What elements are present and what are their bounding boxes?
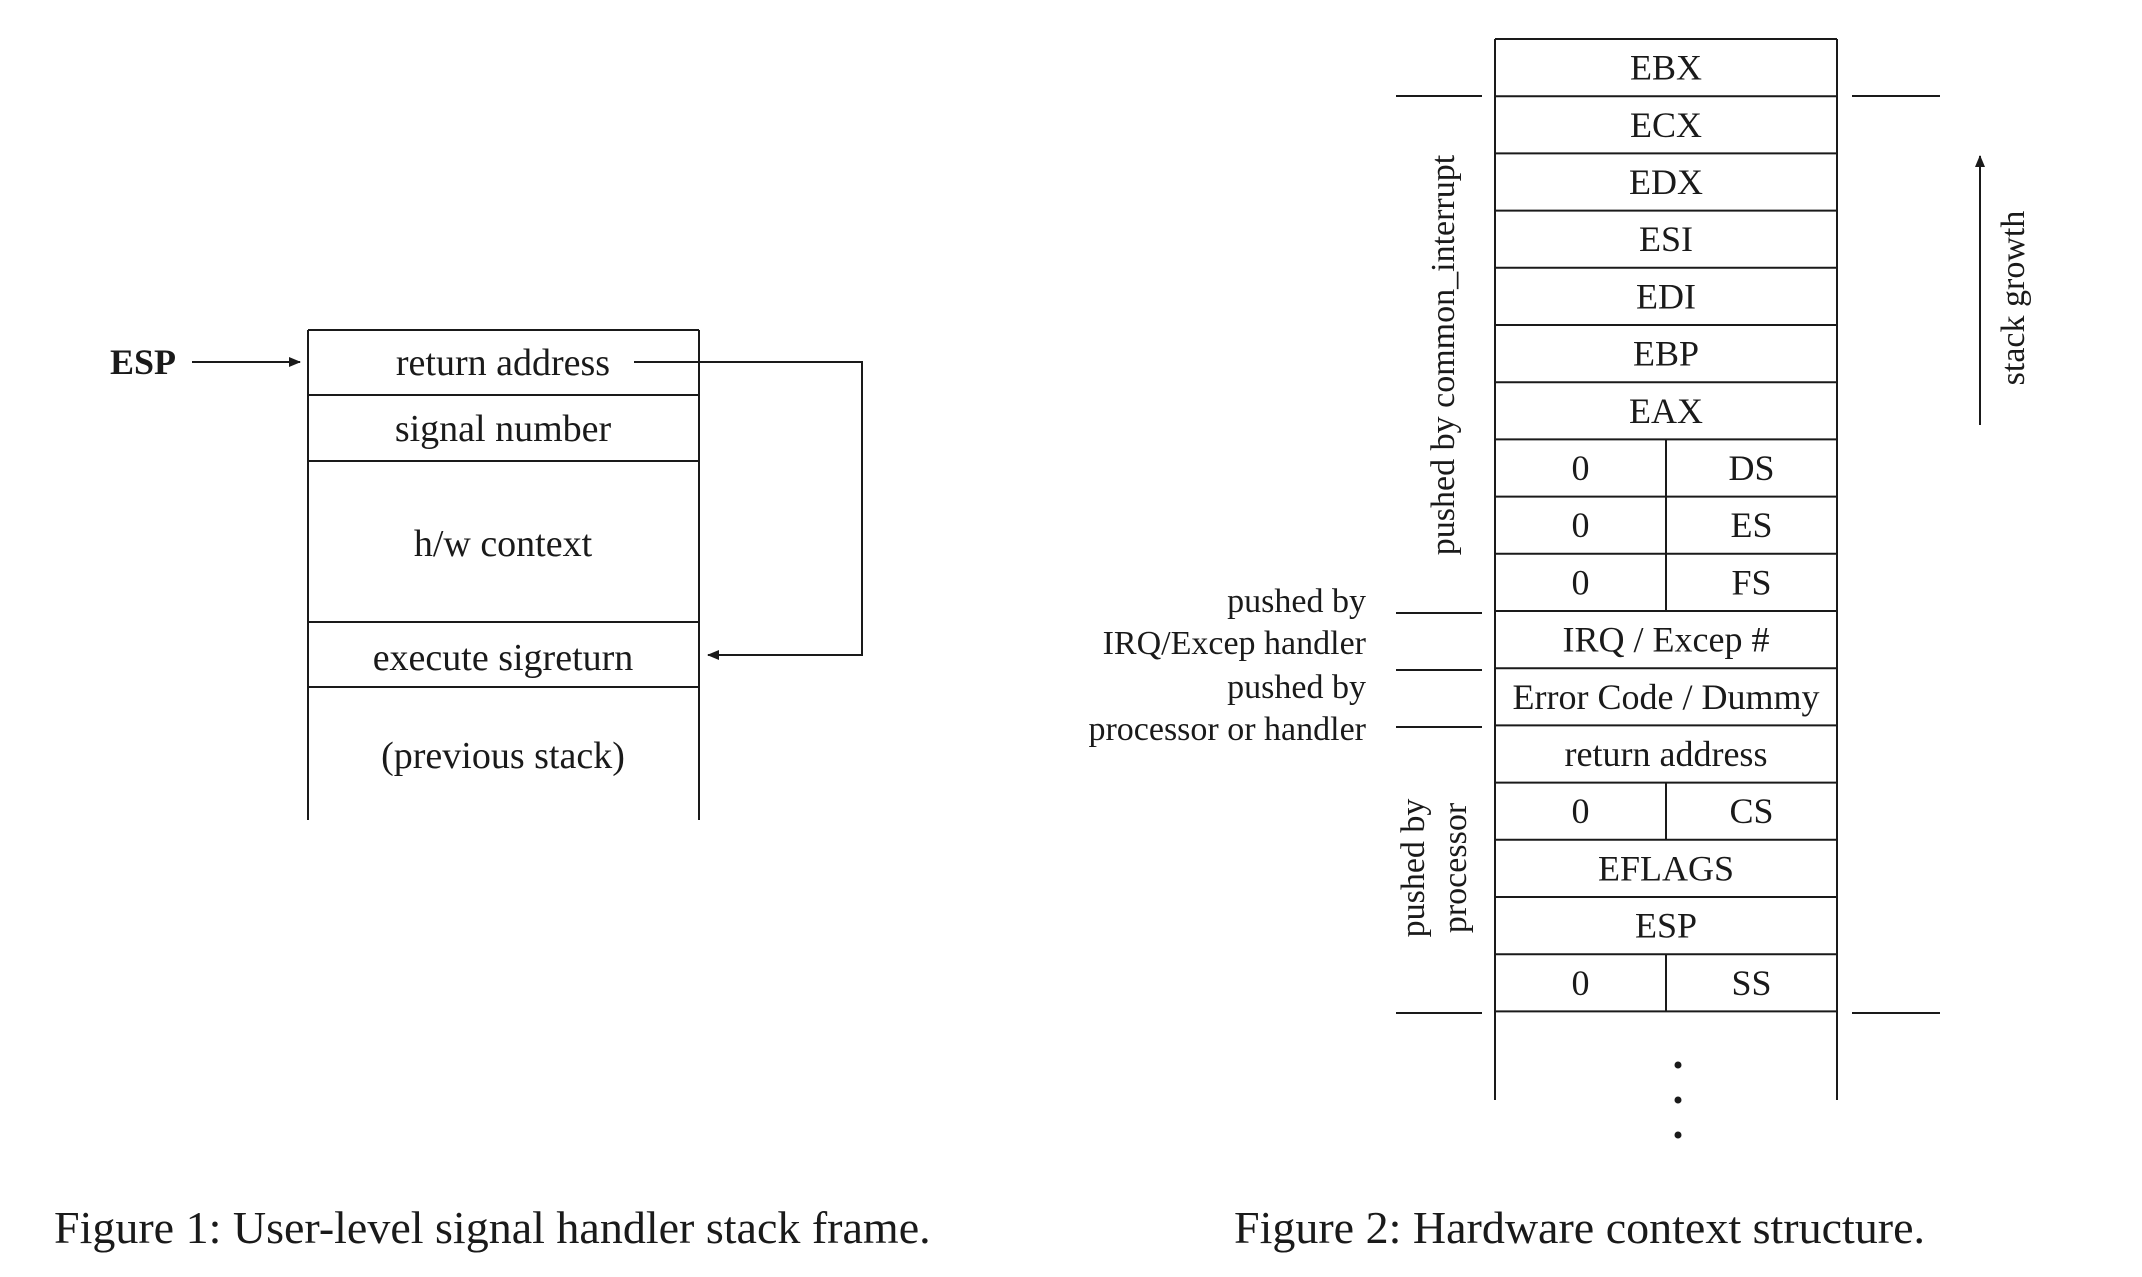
register-cell: ESP [1635, 906, 1697, 946]
register-cell-segment: CS [1729, 791, 1773, 831]
fig1-stack-frame [307, 329, 700, 820]
fig2-register-labels: EBX ECX EDX ESI EDI EBP EAX 0 DS 0 ES 0 FS IRQ / Exce… [1513, 48, 1820, 1003]
register-cell-padding: 0 [1572, 562, 1590, 602]
register-cell: EBP [1633, 334, 1699, 374]
annotation-proc-handler-line1: pushed by [1227, 669, 1366, 706]
figure1-caption: Figure 1: User-level signal handler stac… [54, 1202, 931, 1253]
annotation-irq-line1: pushed by [1227, 583, 1366, 620]
register-cell-padding: 0 [1572, 505, 1590, 545]
return-address-arrow [634, 361, 863, 660]
cell-execute-sigreturn: execute sigreturn [373, 637, 634, 679]
annotation-processor-line1: pushed by [1395, 799, 1432, 938]
figure2: EBX ECX EDX ESI EDI EBP EAX 0 DS 0 ES 0 FS IRQ / Exce… [1088, 38, 2032, 1139]
figure1: ESP return address signal number h/w con… [110, 329, 863, 820]
annotation-common-interrupt: pushed by common_interrupt [1425, 154, 1462, 555]
register-cell: EBX [1630, 48, 1702, 88]
cell-hw-context: h/w context [414, 523, 593, 565]
register-cell: ESI [1639, 219, 1693, 259]
fig2-bracket-ticks [1396, 95, 1940, 1014]
cell-previous-stack: (previous stack) [381, 735, 625, 777]
register-cell: EFLAGS [1598, 848, 1734, 888]
register-cell-segment: SS [1731, 963, 1771, 1003]
annotation-irq-line2: IRQ/Excep handler [1103, 625, 1367, 662]
register-cell: return address [1565, 734, 1768, 774]
register-cell-segment: FS [1731, 562, 1771, 602]
register-cell: EDI [1636, 276, 1696, 316]
register-cell: EDX [1629, 162, 1703, 202]
register-cell: IRQ / Excep # [1563, 620, 1770, 660]
register-cell-padding: 0 [1572, 963, 1590, 1003]
annotation-proc-handler-line2: processor or handler [1088, 711, 1366, 748]
register-cell-segment: ES [1730, 505, 1772, 545]
register-cell: Error Code / Dummy [1513, 677, 1820, 717]
fig2-continuation-dots [1674, 1061, 1682, 1139]
register-cell-segment: DS [1728, 448, 1774, 488]
fig2-register-table [1494, 38, 1838, 1100]
stack-growth-label: stack growth [1995, 211, 2032, 386]
annotation-processor-line2: processor [1437, 802, 1474, 933]
register-cell-padding: 0 [1572, 448, 1590, 488]
register-cell: ECX [1630, 105, 1702, 145]
register-cell-padding: 0 [1572, 791, 1590, 831]
cell-signal-number: signal number [395, 408, 612, 450]
esp-label: ESP [110, 342, 176, 382]
register-cell: EAX [1629, 391, 1703, 431]
figure2-caption: Figure 2: Hardware context structure. [1234, 1202, 1926, 1253]
cell-return-address: return address [396, 342, 610, 384]
